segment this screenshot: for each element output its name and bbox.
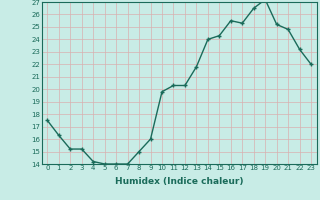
X-axis label: Humidex (Indice chaleur): Humidex (Indice chaleur) (115, 177, 244, 186)
